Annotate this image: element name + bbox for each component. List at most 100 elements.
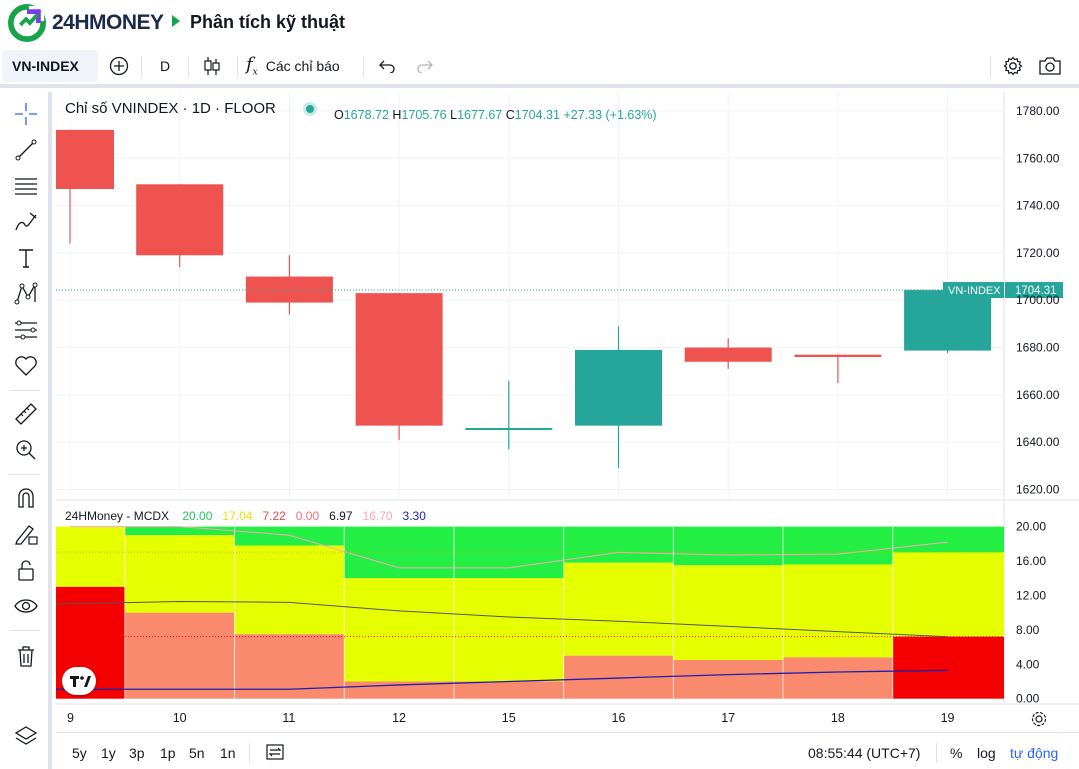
candle-body	[794, 354, 882, 358]
time-axis-label: 9	[67, 711, 74, 725]
toolbar-separator	[10, 390, 40, 391]
lock-drawing-tool[interactable]	[8, 518, 44, 550]
remove-drawings-tool[interactable]	[8, 640, 44, 672]
range-1n-button[interactable]: 1n	[220, 745, 236, 761]
magnet-tool[interactable]	[8, 482, 44, 514]
indicator-legend[interactable]: 24HMoney - MCDX 20.00 17.04 7.22 0.00 6.97 16…	[65, 509, 436, 523]
mcdx-green-bar	[234, 526, 345, 546]
favorites-tool[interactable]	[8, 350, 44, 382]
mcdx-green-bar	[673, 526, 784, 566]
indicator-value-6: 3.30	[402, 509, 426, 523]
candle-body	[136, 184, 224, 256]
compare-symbol-button[interactable]	[104, 50, 134, 82]
mcdx-yellow-bar	[234, 545, 345, 635]
clock-display[interactable]: 08:55:44 (UTC+7)	[808, 745, 921, 761]
zoom-in-icon	[16, 440, 36, 460]
range-5n-button[interactable]: 5n	[189, 745, 205, 761]
mcdx-pink-line	[70, 526, 948, 569]
price-axis-label: 1620.00	[1016, 483, 1060, 497]
tradingview-logo[interactable]	[62, 667, 96, 695]
axis-settings-icon-center	[1035, 715, 1043, 723]
mcdx-yellow-bar	[344, 578, 454, 682]
indicator-axis-label: 12.00	[1016, 588, 1046, 602]
trash-icon	[18, 646, 34, 667]
trend-line-icon	[15, 139, 37, 161]
time-axis-label: 15	[502, 711, 516, 725]
toolbar-separator	[936, 743, 937, 763]
chart-type-button[interactable]	[197, 50, 227, 82]
mcdx-red-bar	[673, 659, 784, 699]
time-axis-label: 17	[721, 711, 735, 725]
toolbar-separator	[10, 474, 40, 475]
toolbar-separator	[363, 56, 364, 78]
time-axis-label: 19	[941, 711, 955, 725]
forecast-icon	[15, 320, 37, 340]
measure-tool[interactable]	[8, 398, 44, 430]
open-label: O	[334, 108, 344, 122]
settings-button[interactable]	[998, 50, 1028, 82]
object-tree-tool[interactable]	[8, 720, 44, 752]
undo-icon	[379, 60, 395, 73]
crosshair-icon	[15, 103, 37, 125]
mcdx-green-bar	[892, 526, 1004, 553]
candle-body	[904, 290, 992, 351]
price-axis-label: 1740.00	[1016, 199, 1060, 213]
crosshair-tool[interactable]	[8, 98, 44, 130]
indicator-value-2: 7.22	[262, 509, 286, 523]
indicator-name: 24HMoney - MCDX	[65, 509, 170, 523]
symbol-price-tag	[943, 282, 1004, 299]
range-5y-button[interactable]: 5y	[72, 745, 87, 761]
range-1y-button[interactable]: 1y	[101, 745, 116, 761]
screenshot-button[interactable]	[1035, 50, 1065, 82]
time-axis-label: 18	[831, 711, 845, 725]
low-value: 1677.67	[457, 108, 503, 122]
zoom-tool[interactable]	[8, 434, 44, 466]
mcdx-yellow-bar	[892, 552, 1004, 637]
text-tool[interactable]	[8, 242, 44, 274]
mcdx-red-bar	[124, 612, 235, 699]
toolbar-separator	[237, 56, 238, 78]
auto-scale-button[interactable]: tự động	[1010, 745, 1059, 761]
brush-tool[interactable]	[8, 206, 44, 238]
layers-icon	[14, 726, 38, 745]
unlock-icon	[18, 560, 34, 581]
candle-body	[355, 293, 443, 426]
horizontal-lines-tool[interactable]	[8, 170, 44, 202]
bottom-toolbar: 5y 1y 3p 1p 5n 1n 08:55:44 (UTC+7) % log…	[56, 732, 1079, 769]
add-circle-icon	[109, 56, 129, 76]
percent-scale-button[interactable]: %	[950, 745, 963, 761]
high-label: H	[392, 108, 402, 122]
range-3p-button[interactable]: 3p	[129, 745, 145, 761]
candles-icon	[204, 57, 220, 75]
lock-all-tool[interactable]	[8, 554, 44, 586]
prediction-tool[interactable]	[8, 314, 44, 346]
drawing-toolbar	[0, 92, 52, 769]
price-axis-label: 1720.00	[1016, 246, 1060, 260]
hide-drawings-tool[interactable]	[8, 590, 44, 622]
trend-line-tool[interactable]	[8, 134, 44, 166]
redo-button[interactable]	[410, 50, 440, 82]
interval-button[interactable]: D	[159, 58, 171, 74]
symbol-search-button[interactable]: VN-INDEX	[2, 50, 98, 82]
log-scale-button[interactable]: log	[977, 745, 996, 761]
goto-date-button[interactable]	[264, 743, 286, 764]
mcdx-red-bar	[892, 636, 1004, 699]
logo-icon[interactable]	[8, 4, 46, 42]
indicator-values: 20.00 17.04 7.22 0.00 6.97 16.70 3.30	[182, 509, 436, 523]
price-axis-label: 1780.00	[1016, 104, 1060, 118]
market-status-icon[interactable]	[306, 105, 314, 113]
indicators-button[interactable]: fx Các chỉ báo	[246, 50, 356, 82]
range-1p-button[interactable]: 1p	[160, 745, 176, 761]
pattern-tool[interactable]	[8, 278, 44, 310]
logo-text[interactable]: 24HMONEY	[52, 11, 164, 34]
mcdx-yellow-bar	[673, 565, 784, 660]
undo-button[interactable]	[372, 50, 402, 82]
candle-body	[245, 276, 333, 303]
calendar-arrows-icon	[266, 744, 284, 760]
chart-legend-title[interactable]: Chỉ số VNINDEX · 1D · FLOOR	[65, 100, 276, 117]
mcdx-blue-line	[56, 669, 948, 690]
last-price-tag	[1005, 282, 1063, 299]
time-axis-label: 12	[392, 711, 406, 725]
parallel-lines-icon	[15, 178, 37, 195]
